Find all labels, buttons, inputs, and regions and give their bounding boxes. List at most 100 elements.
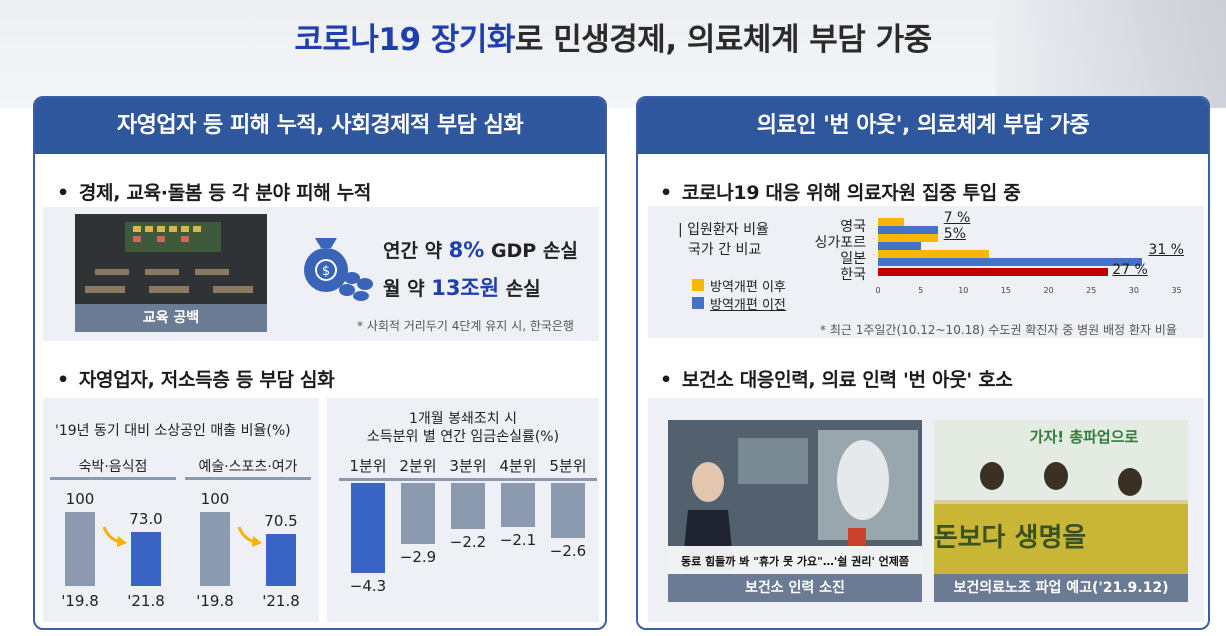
income-category-label: 3분위 [439, 455, 497, 481]
gdp-loss-pre: 연간 약 [383, 240, 449, 262]
monthly-loss-line: 월 약 13조원 손실 [383, 272, 541, 302]
page-title-highlight: 코로나19 장기화 [294, 22, 515, 58]
income-category-label: 1분위 [339, 455, 397, 481]
income-chart-title: 1개월 봉쇄조치 시 소득분위 별 연간 임금손실률(%) [327, 410, 599, 446]
sales-value-label: 70.5 [264, 511, 298, 530]
sales-x-label: '19.8 [61, 592, 99, 610]
hospital-chart-title: | 입원환자 비율 국가 간 비교 [678, 220, 769, 260]
health-center-photo-caption: 보건소 인력 소진 [668, 574, 922, 602]
legend-before-label: 방역개편 이전 [710, 298, 786, 313]
strike-press-image: 가자! 총파업으로 돈보다 생명을 [934, 420, 1188, 574]
income-category-label: 2분위 [389, 455, 447, 481]
country-label: 한국 [840, 267, 866, 283]
gdp-loss-number: 8% [448, 238, 485, 262]
sales-group-1-label: 숙박·음식점 [50, 454, 176, 480]
income-category-label: 4분위 [489, 455, 547, 481]
hospital-value-label: 31 % [1148, 242, 1184, 258]
gdp-loss-post: GDP 손실 [484, 240, 578, 262]
income-chart-title-2: 소득분위 별 연간 임금손실률(%) [366, 429, 560, 445]
sales-value-label: 100 [65, 490, 95, 508]
bar-korea [878, 268, 1109, 276]
sales-value-label: 100 [200, 490, 230, 508]
classroom-image [75, 214, 267, 304]
strike-photo: 가자! 총파업으로 돈보다 생명을 보건의료노조 파업 예고('21.9.12) [934, 420, 1188, 602]
education-photo: 교육 공백 [75, 214, 267, 332]
income-value-label: −4.3 [349, 577, 387, 596]
bar-before [878, 242, 921, 250]
right-panel-header: 의료인 '번 아웃', 의료체계 부담 가중 [638, 98, 1208, 154]
sales-bar [266, 533, 296, 586]
right-panel: 의료인 '번 아웃', 의료체계 부담 가중 코로나19 대응 위해 의료자원 … [636, 96, 1210, 630]
hospital-value-label: 5% [943, 226, 966, 242]
x-tick-label: 20 [1043, 286, 1054, 295]
income-chart-title-1: 1개월 봉쇄조치 시 [409, 411, 517, 427]
sales-x-label: '21.8 [127, 592, 165, 610]
monthly-loss-number: 13조원 [431, 276, 500, 300]
svg-text:$: $ [322, 264, 330, 279]
page-title: 코로나19 장기화로 민생경제, 의료체계 부담 가중 [0, 14, 1226, 59]
legend-before-swatch [692, 297, 704, 309]
left-panel-header: 자영업자 등 피해 누적, 사회경제적 부담 심화 [35, 98, 605, 154]
news-broadcast-image: 동료 힘들까 봐 "휴가 못 가요"…'쉴 권리' 언제쯤 [668, 420, 922, 574]
income-bar [351, 483, 385, 574]
income-category-label: 5분위 [539, 455, 597, 481]
monthly-loss-post: 손실 [499, 278, 541, 300]
x-tick-label: 35 [1171, 286, 1182, 295]
monthly-loss-pre: 월 약 [383, 278, 432, 300]
money-bag-icon: $ [304, 238, 373, 301]
legend-after-label: 방역개편 이후 [710, 280, 786, 295]
sales-group-2-label: 예술·스포츠·여가 [185, 454, 311, 480]
income-value-label: −2.2 [449, 533, 487, 552]
income-bar [501, 483, 535, 528]
x-tick-label: 0 [875, 286, 881, 295]
sales-x-label: '21.8 [262, 592, 300, 610]
x-tick-label: 30 [1128, 286, 1139, 295]
sales-chart-title: '19년 동기 대비 소상공인 매출 비율(%) [55, 423, 291, 439]
left-bullet-2: 자영업자, 저소득층 등 부담 심화 [57, 365, 335, 392]
strike-sign-text: 돈보다 생명을 [934, 523, 1086, 553]
x-tick-label: 15 [1000, 286, 1012, 295]
income-bar [551, 483, 585, 538]
loss-note: * 사회적 거리두기 4단계 유지 시, 한국은행 [357, 319, 574, 333]
right-bullet-2: 보건소 대응인력, 의료 인력 '번 아웃' 호소 [660, 365, 1013, 392]
gdp-loss-line: 연간 약 8% GDP 손실 [383, 236, 578, 263]
down-arrow-icon [237, 526, 262, 547]
country-label: 영국 [840, 219, 866, 235]
sales-bar [65, 512, 95, 586]
right-bullet-1: 코로나19 대응 위해 의료자원 집중 투입 중 [660, 178, 1021, 205]
bar-before [878, 258, 1143, 266]
sales-value-label: 73.0 [129, 509, 163, 528]
sales-bar [200, 512, 230, 586]
news-subtitle: 동료 힘들까 봐 "휴가 못 가요"…'쉴 권리' 언제쯤 [681, 554, 909, 568]
bar-after [878, 250, 989, 258]
strike-photo-caption: 보건의료노조 파업 예고('21.9.12) [934, 574, 1188, 602]
x-tick-label: 10 [958, 286, 969, 295]
sales-x-label: '19.8 [196, 592, 234, 610]
education-photo-caption: 교육 공백 [75, 304, 267, 332]
down-arrow-icon [102, 526, 127, 547]
country-label: 싱가포르 [814, 235, 866, 251]
hospital-value-label: 7 % [943, 210, 971, 226]
sales-bar [131, 531, 161, 586]
hospital-value-label: 27 % [1112, 262, 1148, 278]
income-bar [451, 483, 485, 530]
x-tick-label: 5 [918, 286, 924, 295]
income-value-label: −2.1 [499, 531, 537, 550]
country-label: 일본 [840, 251, 866, 267]
strike-banner-text: 가자! 총파업으로 [1030, 428, 1139, 446]
income-bar [401, 483, 435, 544]
header-photo [996, 0, 1226, 108]
left-bullet-1: 경제, 교육·돌봄 등 각 분야 피해 누적 [57, 178, 372, 205]
page-title-rest: 로 민생경제, 의료체계 부담 가중 [514, 22, 932, 58]
income-value-label: −2.6 [549, 541, 587, 560]
x-tick-label: 25 [1086, 286, 1097, 295]
hospital-chart-title-1: | 입원환자 비율 [678, 222, 769, 238]
income-value-label: −2.9 [399, 547, 437, 566]
left-panel: 자영업자 등 피해 누적, 사회경제적 부담 심화 경제, 교육·돌봄 등 각 … [33, 96, 607, 630]
health-center-photo: 동료 힘들까 봐 "휴가 못 가요"…'쉴 권리' 언제쯤 보건소 인력 소진 [668, 420, 922, 602]
bar-after [878, 234, 938, 242]
hospital-chart-title-2: 국가 간 비교 [688, 242, 762, 258]
bar-after [878, 218, 904, 226]
bar-before [878, 226, 938, 234]
hospital-note: * 최근 1주일간(10.12~10.18) 수도권 확진자 중 병원 배정 환… [820, 323, 1177, 337]
